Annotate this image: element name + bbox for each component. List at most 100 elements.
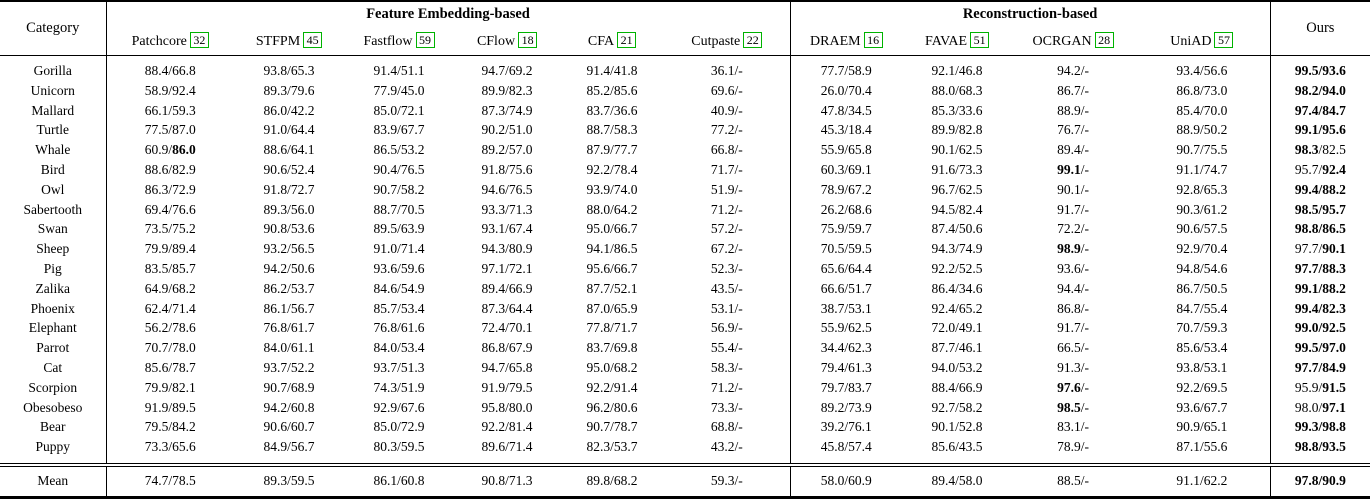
value-cell: 92.1/46.8 <box>931 63 983 78</box>
value-cell: 73.5/75.2 <box>144 221 196 237</box>
value-cell: 86.7/- <box>1057 82 1089 98</box>
value-cell: 43.5/- <box>664 278 791 299</box>
value-cell: 88.9/50.2 <box>1134 120 1271 141</box>
category-cell: Pig <box>0 258 107 279</box>
citation-ref-box[interactable]: 51 <box>970 32 990 48</box>
value-cell: 88.6/82.9 <box>144 161 196 177</box>
value-cell: 88.5/- <box>1012 462 1135 498</box>
value-cell: 73.3/- <box>664 397 791 418</box>
citation-ref-box[interactable]: 18 <box>518 32 538 48</box>
ours-value-cell: 98.0/97.1 <box>1294 399 1346 415</box>
ours-value-cell: 99.4/88.2 <box>1294 181 1346 197</box>
value-cell: 91.9/79.5 <box>481 379 533 395</box>
category-cell: Sabertooth <box>0 199 107 220</box>
value-cell: 90.3/61.2 <box>1134 199 1271 220</box>
value-cell: 90.7/68.9 <box>263 379 315 395</box>
value-cell: 88.6/64.1 <box>263 142 315 158</box>
value-cell: 83.5/85.7 <box>144 260 196 276</box>
value-cell: 90.6/60.7 <box>263 419 315 435</box>
citation-ref-box[interactable]: 32 <box>189 32 209 48</box>
value-cell: 93.6/59.6 <box>373 260 425 276</box>
value-cell: 94.1/86.5 <box>586 241 638 257</box>
value-cell: 93.4/56.6 <box>1134 55 1271 81</box>
value-cell: 59.3/- <box>664 462 791 498</box>
value-cell: 90.6/52.4 <box>263 161 315 177</box>
category-cell: Zalika <box>0 278 107 299</box>
value-cell: 88.0/64.2 <box>586 201 638 217</box>
method-header-uniad: UniAD 57 <box>1134 27 1271 56</box>
ours-value-cell: 98.8/93.5 <box>1294 439 1346 455</box>
ours-header: Ours <box>1306 20 1335 36</box>
value-cell: 58.0/60.9 <box>790 462 903 498</box>
value-cell: 74.7/78.5 <box>106 462 234 498</box>
value-cell: 71.2/- <box>664 377 791 398</box>
category-cell: Turtle <box>0 120 107 141</box>
citation-ref-box[interactable]: 45 <box>303 32 323 48</box>
value-cell: 85.0/72.1 <box>373 102 425 118</box>
value-cell: 90.9/65.1 <box>1134 417 1271 438</box>
value-cell: 98.5/- <box>1057 399 1089 415</box>
value-cell: 90.7/58.2 <box>373 181 425 197</box>
category-cell: Gorilla <box>0 55 107 81</box>
table-row-zalika: Zalika 64.9/68.2 86.2/53.7 84.6/54.9 89.4/66… <box>0 278 1370 299</box>
ours-value-cell: 99.5/97.0 <box>1294 340 1346 356</box>
value-cell: 71.7/- <box>664 159 791 180</box>
value-cell: 88.4/66.8 <box>144 63 196 78</box>
citation-ref-box[interactable]: 16 <box>863 32 883 48</box>
value-cell: 76.8/61.7 <box>263 320 315 336</box>
value-cell: 90.8/71.3 <box>454 462 560 498</box>
value-cell: 87.0/65.9 <box>586 300 638 316</box>
value-cell: 51.9/- <box>664 179 791 200</box>
value-cell: 60.3/69.1 <box>820 161 872 177</box>
value-cell: 92.9/67.6 <box>373 399 425 415</box>
citation-ref-box[interactable]: 22 <box>743 32 763 48</box>
value-cell: 26.2/68.6 <box>820 201 872 217</box>
value-cell: 88.0/68.3 <box>931 82 983 98</box>
value-cell: 94.6/76.5 <box>481 181 533 197</box>
value-cell: 92.9/70.4 <box>1134 239 1271 259</box>
ours-value-cell: 95.7/92.4 <box>1294 161 1346 177</box>
value-cell: 62.4/71.4 <box>144 300 196 316</box>
value-cell: 95.0/68.2 <box>586 359 638 375</box>
value-cell: 82.3/53.7 <box>586 439 638 455</box>
citation-ref-box[interactable]: 57 <box>1214 32 1234 48</box>
table-row-parrot: Parrot 70.7/78.0 84.0/61.1 84.0/53.4 86.8/67… <box>0 338 1370 358</box>
citation-ref-box[interactable]: 21 <box>617 32 637 48</box>
category-cell: Obesobeso <box>0 397 107 418</box>
value-cell: 92.2/78.4 <box>586 161 638 177</box>
value-cell: 89.2/73.9 <box>820 399 872 415</box>
value-cell: 94.4/- <box>1057 280 1089 296</box>
value-cell: 79.5/84.2 <box>144 419 196 435</box>
value-cell: 84.9/56.7 <box>263 439 315 455</box>
value-cell: 94.7/65.8 <box>481 359 533 375</box>
value-cell: 89.4/66.9 <box>481 280 533 296</box>
table-row-bear: Bear 79.5/84.2 90.6/60.7 85.0/72.9 92.2/81.4… <box>0 417 1370 438</box>
method-header-patchcore: Patchcore 32 <box>106 27 234 56</box>
value-cell: 77.2/- <box>664 120 791 141</box>
value-cell: 36.1/- <box>664 55 791 81</box>
category-cell: Swan <box>0 219 107 240</box>
value-cell: 85.6/53.4 <box>1134 338 1271 358</box>
value-cell: 66.5/- <box>1057 340 1089 356</box>
value-cell: 88.4/66.9 <box>931 379 983 395</box>
value-cell: 89.4/58.0 <box>902 462 1013 498</box>
ours-value-cell: 97.8/90.9 <box>1270 462 1370 498</box>
value-cell: 74.3/51.9 <box>373 379 425 395</box>
value-cell: 90.1/62.5 <box>931 142 983 158</box>
value-cell: 45.3/18.4 <box>820 122 872 138</box>
citation-ref-box[interactable]: 59 <box>415 32 435 48</box>
value-cell: 76.7/- <box>1057 122 1089 138</box>
citation-ref-box[interactable]: 28 <box>1094 32 1114 48</box>
value-cell: 90.1/- <box>1057 181 1089 197</box>
value-cell: 94.2/60.8 <box>263 399 315 415</box>
value-cell: 90.6/57.5 <box>1134 219 1271 240</box>
value-cell: 85.3/33.6 <box>931 102 983 118</box>
value-cell: 89.9/82.8 <box>931 122 983 138</box>
value-cell: 72.4/70.1 <box>481 320 533 336</box>
value-cell: 87.3/74.9 <box>481 102 533 118</box>
table-header: Category Feature Embedding-based Reconst… <box>0 1 1370 56</box>
table-row-sabertooth: Sabertooth 69.4/76.6 89.3/56.0 88.7/70.5 93.… <box>0 199 1370 220</box>
value-cell: 92.7/58.2 <box>931 399 983 415</box>
value-cell: 89.4/- <box>1057 142 1089 158</box>
